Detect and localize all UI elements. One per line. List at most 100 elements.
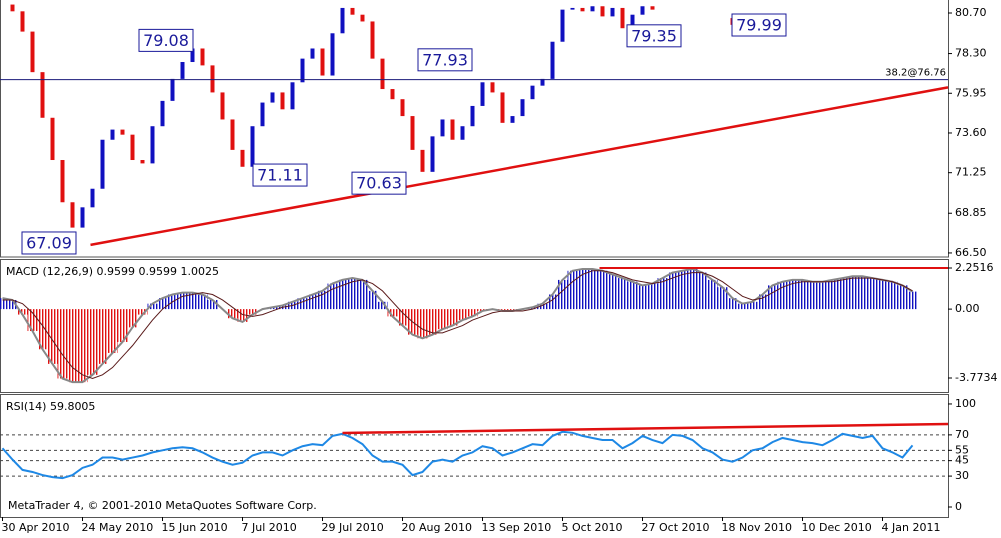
y-tick-label: 73.60 <box>955 126 987 139</box>
macd-bar <box>157 298 168 310</box>
signal-line <box>2 270 913 380</box>
candle <box>190 48 195 63</box>
macd-bar <box>147 303 158 310</box>
x-tick-label: 30 Apr 2010 <box>2 521 70 534</box>
macd-bar <box>857 276 868 310</box>
candle <box>450 119 455 140</box>
macd-bar <box>697 272 708 310</box>
footer: MetaTrader 4, © 2001-2010 MetaQuotes Sof… <box>8 499 317 512</box>
candle <box>520 99 525 117</box>
annotation-box <box>138 28 194 52</box>
macd-bar <box>757 294 768 310</box>
annotation-label: 79.99 <box>736 16 782 35</box>
candle <box>90 188 95 208</box>
candle <box>560 9 565 42</box>
candle <box>400 99 405 117</box>
candle <box>430 136 435 172</box>
candle <box>60 160 65 203</box>
macd-bar <box>107 309 118 353</box>
y-tick-label: 100 <box>955 397 976 410</box>
macd-bar <box>607 274 618 310</box>
candle <box>640 6 645 15</box>
candle <box>110 129 115 140</box>
macd-bar <box>7 299 18 310</box>
macd-bar <box>897 285 908 310</box>
macd-bar <box>687 268 698 310</box>
y-tick-label: 68.85 <box>955 206 987 219</box>
macd-bar <box>197 294 208 310</box>
macd-bar <box>77 309 88 383</box>
candle <box>370 21 375 59</box>
rsi-plot <box>0 422 948 480</box>
macd-bar <box>537 303 548 310</box>
candle <box>480 82 485 106</box>
candle <box>100 139 105 189</box>
x-tick-label: 18 Nov 2010 <box>722 521 792 534</box>
macd-bar <box>587 268 598 310</box>
candle <box>250 126 255 167</box>
annotation-box <box>626 24 682 48</box>
macd-bar <box>887 281 898 310</box>
candle <box>10 4 15 12</box>
macd-bar <box>177 292 188 310</box>
macd-bar <box>567 270 578 310</box>
candle <box>410 116 415 150</box>
candle <box>610 7 615 17</box>
macd-bar <box>577 268 588 310</box>
trendline <box>90 86 949 247</box>
candle <box>650 6 655 10</box>
annotation-box <box>351 171 407 195</box>
candle <box>180 62 185 79</box>
candle <box>300 58 305 83</box>
macd-bar <box>877 279 888 310</box>
y-tick-label: 70 <box>955 428 969 441</box>
macd-bar <box>797 279 808 310</box>
x-tick-label: 15 Jun 2010 <box>162 521 228 534</box>
macd-bar <box>727 298 738 310</box>
macd-panel <box>0 259 949 393</box>
y-tick-label: 0.00 <box>955 302 980 315</box>
macd-bar <box>737 303 748 310</box>
macd-bar <box>337 279 348 310</box>
candle <box>130 134 135 161</box>
candle <box>490 82 495 93</box>
trendline <box>342 422 948 435</box>
macd-bar <box>347 278 358 310</box>
macd-bar <box>187 292 198 310</box>
x-tick-label: 20 Aug 2010 <box>402 521 472 534</box>
macd-bar <box>67 309 78 383</box>
macd-bar <box>17 309 28 315</box>
macd-bar <box>827 279 838 310</box>
y-tick-label: -3.7734 <box>955 371 997 384</box>
macd-title: MACD (12,26,9) 0.9599 0.9599 1.0025 <box>6 265 219 278</box>
x-tick-label: 27 Oct 2010 <box>642 521 710 534</box>
candle <box>440 119 445 137</box>
annotation-box <box>252 163 308 187</box>
candle <box>270 92 275 103</box>
macd-bar <box>657 278 668 310</box>
candle <box>220 92 225 120</box>
macd-bar <box>427 309 438 335</box>
annotation-box <box>417 48 473 72</box>
macd-bar <box>137 309 148 315</box>
macd-bar <box>637 285 648 310</box>
macd-bar <box>597 270 608 310</box>
macd-bar <box>207 299 218 310</box>
macd-bar <box>837 278 848 310</box>
candle <box>320 48 325 76</box>
y-tick-label: 80.70 <box>955 6 987 19</box>
candle <box>230 119 235 150</box>
candle <box>170 78 175 101</box>
candle <box>50 117 55 161</box>
macd-bar <box>447 309 458 326</box>
candle <box>70 202 75 228</box>
candle <box>330 33 335 76</box>
x-tick-label: 24 May 2010 <box>82 521 154 534</box>
macd-bar <box>667 272 678 310</box>
y-tick-label: 45 <box>955 454 969 467</box>
candle <box>240 149 245 167</box>
y-tick-label: 30 <box>955 469 969 482</box>
macd-bar <box>97 309 108 364</box>
macd-bar <box>307 294 318 310</box>
macd-bar <box>817 281 828 310</box>
